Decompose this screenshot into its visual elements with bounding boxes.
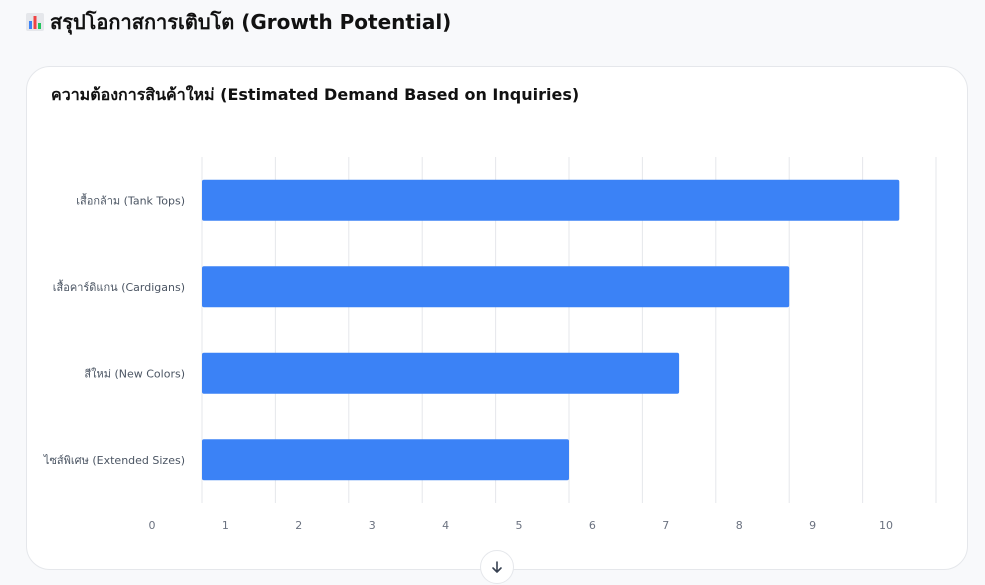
bar bbox=[202, 352, 680, 394]
x-tick-label: 1 bbox=[222, 519, 229, 532]
y-category-label: เสื้อกล้าม (Tank Tops) bbox=[76, 192, 185, 207]
chart-card: ความต้องการสินค้าใหม่ (Estimated Demand … bbox=[26, 66, 968, 570]
section-title-text: สรุปโอกาสการเติบโต (Growth Potential) bbox=[50, 10, 452, 34]
y-category-label: ไซส์พิเศษ (Extended Sizes) bbox=[43, 454, 185, 467]
x-tick-label: 7 bbox=[662, 519, 669, 532]
chart-title: ความต้องการสินค้าใหม่ (Estimated Demand … bbox=[51, 85, 580, 104]
x-tick-label: 9 bbox=[809, 519, 816, 532]
section-title: สรุปโอกาสการเติบโต (Growth Potential) bbox=[26, 6, 451, 38]
bar-chart: 0 1 2 3 4 5 6 7 8 9 10 เสื้อกล้าม (Tank Tops) เสื้อค… bbox=[43, 157, 937, 532]
x-tick-label: 8 bbox=[736, 519, 743, 532]
x-tick-label: 10 bbox=[879, 519, 893, 532]
x-tick-label: 3 bbox=[369, 519, 376, 532]
x-tick-label: 5 bbox=[516, 519, 523, 532]
x-tick-label: 0 bbox=[149, 519, 156, 532]
bar bbox=[202, 179, 900, 221]
arrow-down-icon bbox=[492, 561, 502, 573]
x-tick-label: 2 bbox=[295, 519, 302, 532]
bar bbox=[202, 266, 790, 308]
bar-chart-icon bbox=[26, 13, 44, 31]
bar bbox=[202, 439, 569, 481]
y-category-label: เสื้อคาร์ดิแกน (Cardigans) bbox=[53, 279, 185, 294]
y-category-label: สีใหม่ (New Colors) bbox=[84, 367, 185, 380]
x-tick-label: 4 bbox=[442, 519, 449, 532]
scroll-down-button[interactable] bbox=[480, 550, 514, 584]
x-tick-label: 6 bbox=[589, 519, 596, 532]
